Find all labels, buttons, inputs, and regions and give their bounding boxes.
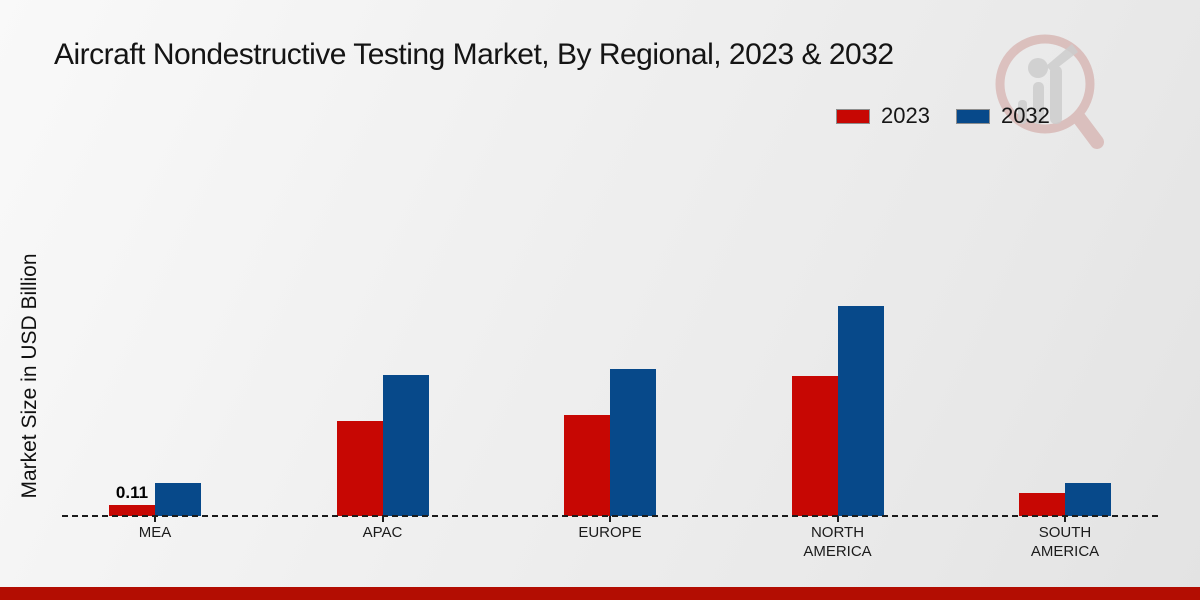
plot-area: [0, 276, 1200, 516]
footer-accent-bar: [0, 587, 1200, 600]
legend-item-2023: 2023: [836, 103, 930, 129]
legend-item-2032: 2032: [955, 103, 1050, 129]
bar-2023-apac: [336, 421, 383, 516]
bar-value-label-2023-mea: 0.11: [115, 483, 149, 502]
x-axis-tick-south-america: [1064, 516, 1066, 522]
x-axis-label-europe: EUROPE: [578, 524, 642, 541]
x-axis-tick-europe: [609, 516, 611, 522]
legend-swatch-2032: [955, 108, 990, 124]
x-axis-tick-north-america: [836, 516, 839, 522]
x-axis-label-north-america: NORTH AMERICA: [803, 524, 872, 560]
chart-title: Aircraft Nondestructive Testing Market, …: [54, 38, 894, 71]
bar-2032-apac: [382, 375, 429, 516]
bar-2032-mea: [155, 483, 201, 516]
x-axis-label-apac: APAC: [362, 524, 403, 541]
bar-2023-europe: [564, 415, 610, 516]
market-research-logo-watermark: [995, 34, 1104, 149]
bar-2023-south-america: [1019, 493, 1065, 516]
x-axis-tick-apac: [381, 516, 384, 522]
legend-label-2023: 2023: [881, 103, 930, 128]
bar-2023-mea: [109, 505, 155, 516]
bar-2032-south-america: [1065, 483, 1111, 516]
legend-swatch-2023: [836, 108, 870, 124]
legend: 2023 2032: [836, 103, 1050, 129]
x-axis-label-mea: MEA: [138, 524, 172, 541]
x-axis-tick-mea: [154, 516, 156, 522]
bar-2023-north-america: [791, 376, 838, 516]
x-axis-label-south-america: SOUTH AMERICA: [1030, 524, 1100, 560]
legend-label-2032: 2032: [1000, 103, 1050, 128]
bar-2032-europe: [610, 369, 656, 516]
bar-2032-north-america: [837, 306, 884, 516]
